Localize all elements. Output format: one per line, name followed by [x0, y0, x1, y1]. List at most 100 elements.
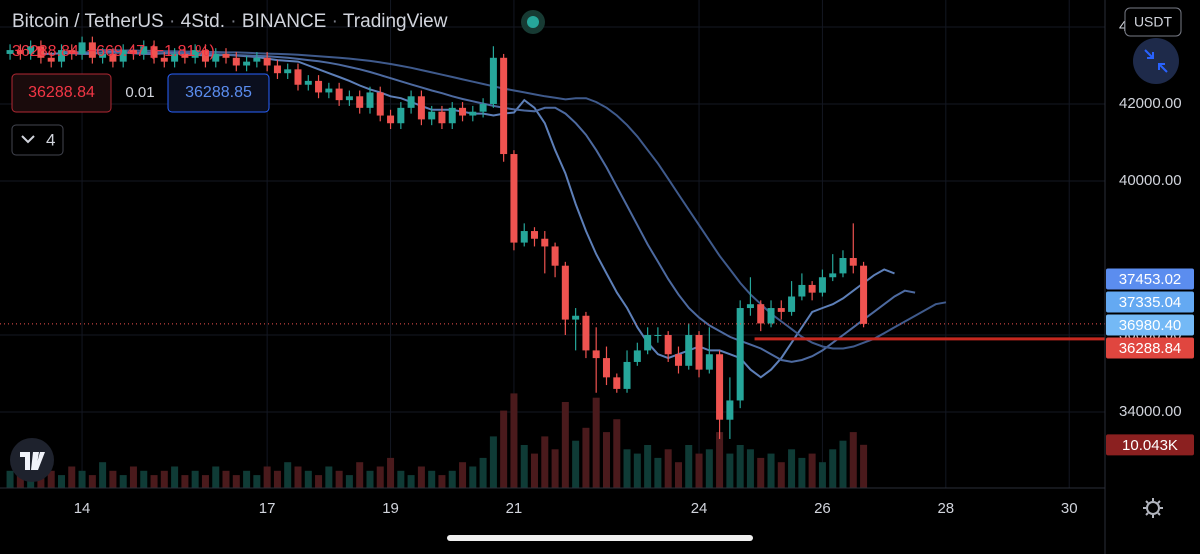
candle-body	[6, 50, 14, 54]
candle-body	[561, 265, 569, 320]
separator: ·	[225, 11, 242, 32]
volume-bar	[510, 393, 518, 488]
candle-body	[582, 315, 590, 351]
candle-body	[160, 57, 168, 62]
indicators-toggle[interactable]	[11, 124, 64, 156]
volume-bar	[674, 462, 682, 488]
volume-bar	[201, 475, 209, 488]
candle-body	[592, 350, 600, 359]
fullscreen-button[interactable]	[1133, 38, 1179, 84]
candle-body	[243, 61, 251, 66]
volume-bar	[520, 445, 528, 488]
volume-bar	[212, 466, 220, 488]
candle-body	[78, 42, 86, 54]
volume-bar	[633, 453, 641, 488]
x-tick-label: 28	[937, 500, 954, 517]
symbol: Bitcoin / TetherUS	[12, 11, 164, 32]
candle-body	[294, 69, 302, 85]
candle-body	[757, 304, 765, 324]
price-label: 36288.84	[1119, 340, 1182, 357]
volume-bar	[726, 453, 734, 488]
volume-bar	[397, 470, 405, 488]
gear-icon	[1146, 501, 1160, 515]
candle-body	[232, 57, 240, 66]
candle-body	[68, 50, 76, 54]
interval: 4Std.	[181, 11, 225, 32]
candle-body	[746, 304, 754, 309]
candle-body	[849, 257, 857, 266]
volume-bar	[253, 475, 261, 488]
candle-body	[335, 88, 343, 101]
candle-body	[705, 354, 713, 370]
candle-body	[356, 96, 364, 108]
volume-bar	[160, 470, 168, 488]
tv-logo[interactable]	[10, 438, 54, 482]
candle-body	[263, 57, 271, 66]
candle-body	[315, 80, 323, 93]
price-label: 37335.04	[1119, 294, 1182, 311]
change: −669.47 (−1.81%)	[87, 43, 215, 60]
volume-bar	[541, 436, 549, 488]
volume-bar	[366, 470, 374, 488]
volume-bar	[767, 453, 775, 488]
separator: ·	[164, 11, 181, 32]
volume-bar	[736, 445, 744, 488]
candle-body	[572, 315, 580, 320]
candle-body	[788, 296, 796, 312]
volume-bar	[428, 470, 436, 488]
volume-bar	[58, 475, 66, 488]
volume-bar	[592, 397, 600, 488]
candle-body	[47, 57, 55, 62]
volume-bar	[582, 427, 590, 488]
volume-bar	[171, 466, 179, 488]
volume-bar	[325, 466, 333, 488]
candle-body	[839, 257, 847, 274]
volume-bar	[829, 449, 837, 488]
price-label: 36980.40	[1119, 317, 1182, 334]
source: TradingView	[343, 11, 448, 32]
volume-bar	[500, 410, 508, 488]
volume-bar	[808, 453, 816, 488]
candle-body	[201, 50, 209, 62]
candle-body	[345, 96, 353, 101]
y-tick-label: 40000.00	[1119, 172, 1182, 189]
candle-body	[664, 334, 672, 355]
volume-bar	[489, 436, 497, 488]
candle-body	[325, 88, 333, 93]
x-tick-label: 26	[814, 500, 831, 517]
volume-bar	[417, 466, 425, 488]
separator: ·	[326, 11, 343, 32]
candle-body	[716, 354, 724, 420]
candle-body	[171, 53, 179, 62]
candle-body	[695, 334, 703, 370]
volume-bar	[602, 432, 610, 488]
sell-button[interactable]	[11, 73, 112, 113]
last-price: 36288.84	[12, 43, 79, 60]
exchange: BINANCE	[242, 11, 326, 32]
volume-bar	[561, 402, 569, 488]
candle-body	[181, 53, 189, 58]
volume-bar	[664, 449, 672, 488]
currency-button[interactable]	[1124, 7, 1182, 37]
volume-bar	[191, 470, 199, 488]
candle-body	[376, 92, 384, 116]
candle-body	[253, 57, 261, 62]
volume-bar	[705, 449, 713, 488]
candle-body	[777, 308, 785, 312]
candle-body	[304, 80, 312, 85]
chevron-icon	[21, 135, 35, 144]
candle-body	[109, 53, 117, 62]
candle-body	[37, 46, 45, 58]
volume-bar	[6, 470, 14, 488]
candle-body	[613, 377, 621, 389]
volume-bar	[335, 470, 343, 488]
settings-button[interactable]	[1143, 498, 1163, 518]
volume-bar	[222, 470, 230, 488]
volume-bar	[695, 453, 703, 488]
x-tick-label: 24	[691, 500, 708, 517]
candle-body	[489, 57, 497, 104]
spread: 0.01	[125, 84, 154, 101]
buy-button[interactable]	[167, 73, 270, 113]
status-dot	[527, 16, 539, 28]
volume-bar	[644, 445, 652, 488]
